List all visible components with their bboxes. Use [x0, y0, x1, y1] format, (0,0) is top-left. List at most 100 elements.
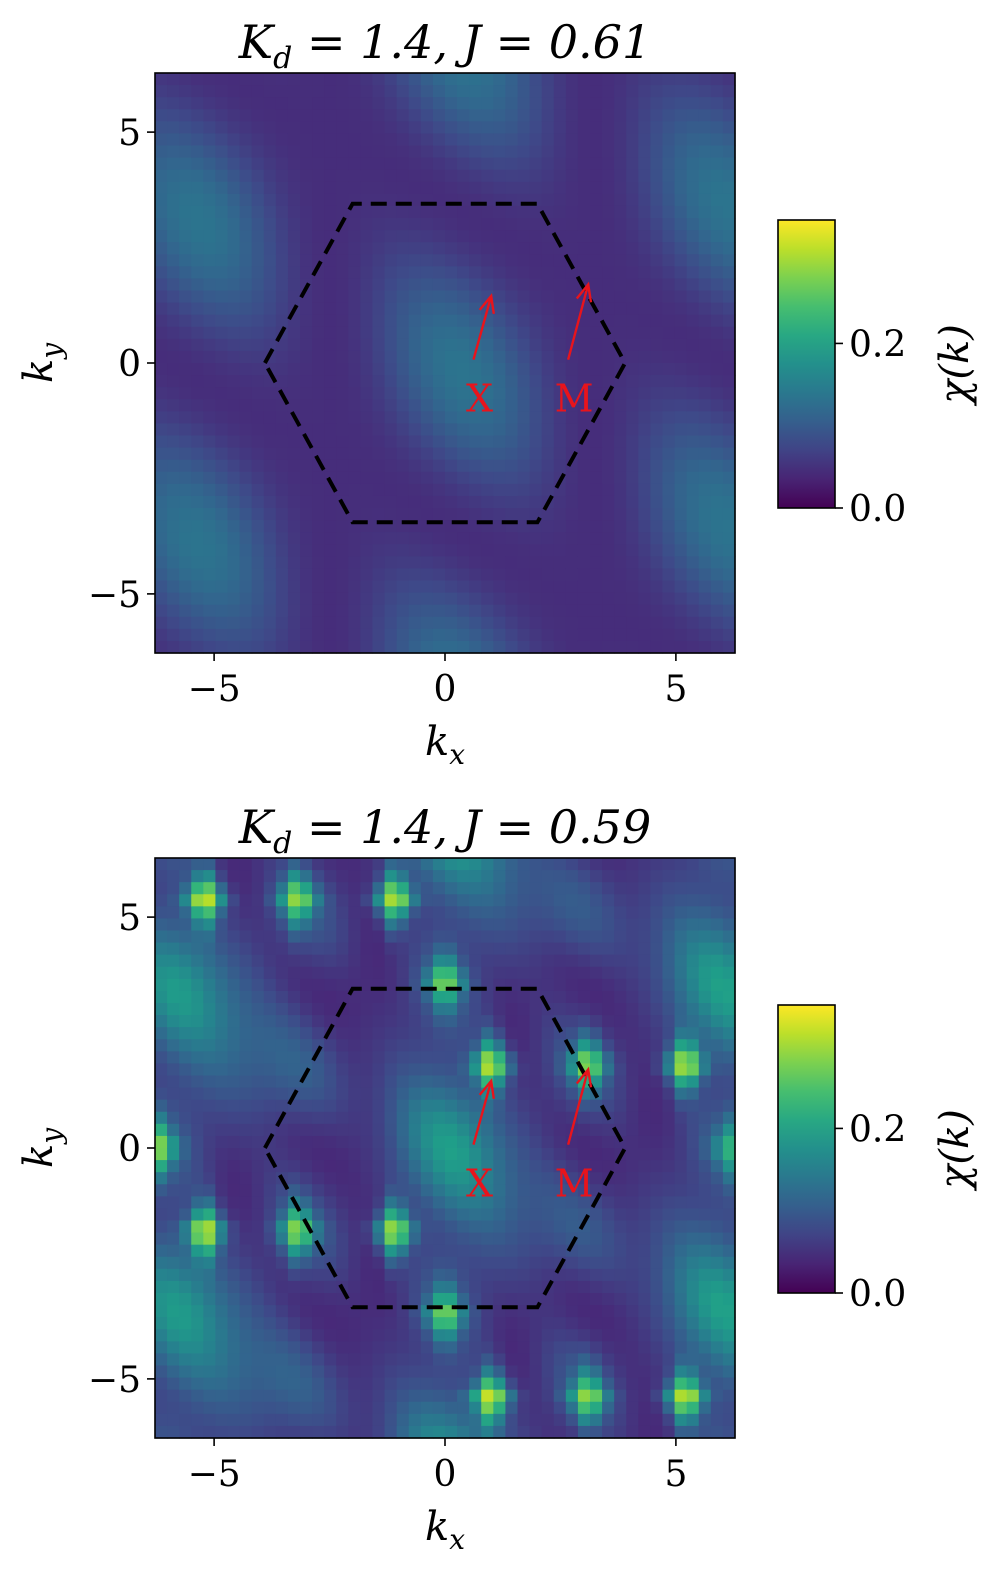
- heatmap-cell: [263, 73, 277, 86]
- heatmap-cell: [372, 85, 386, 98]
- heatmap-cell: [710, 471, 724, 485]
- heatmap-cell: [396, 1087, 410, 1101]
- heatmap-cell: [203, 1244, 217, 1258]
- heatmap-cell: [457, 1027, 470, 1040]
- heatmap-cell: [336, 157, 349, 171]
- heatmap-cell: [408, 1135, 422, 1149]
- heatmap-cell: [626, 1172, 639, 1185]
- heatmap-cell: [432, 1075, 446, 1089]
- heatmap-cell: [577, 990, 591, 1004]
- heatmap-cell: [203, 858, 217, 871]
- heatmap-cell: [722, 1160, 736, 1173]
- heatmap-cell: [445, 1111, 458, 1125]
- heatmap-cell: [372, 604, 386, 618]
- heatmap-cell: [432, 906, 446, 920]
- heatmap-cell: [408, 85, 422, 98]
- heatmap-cell: [529, 1087, 543, 1101]
- heatmap-cell: [215, 97, 229, 110]
- heatmap-cell: [577, 338, 591, 352]
- heatmap-cell: [686, 181, 700, 195]
- heatmap-cell: [553, 894, 567, 907]
- heatmap-cell: [445, 387, 458, 400]
- heatmap-cell: [155, 568, 168, 582]
- heatmap-cell: [529, 1123, 543, 1137]
- heatmap-cell: [396, 350, 410, 364]
- heatmap-cell: [553, 97, 567, 110]
- heatmap-cell: [469, 1003, 482, 1016]
- heatmap-cell: [420, 109, 434, 122]
- heatmap-cell: [167, 894, 180, 907]
- heatmap-cell: [227, 121, 241, 135]
- heatmap-cell: [239, 302, 253, 316]
- heatmap-cell: [614, 230, 627, 243]
- heatmap-cell: [155, 1389, 168, 1403]
- heatmap-cell: [602, 350, 615, 364]
- heatmap-cell: [553, 544, 567, 557]
- heatmap-cell: [239, 556, 253, 570]
- heatmap-cell: [529, 109, 543, 122]
- heatmap-cell: [384, 1003, 398, 1016]
- heatmap-cell: [275, 1425, 289, 1439]
- heatmap-cell: [650, 1268, 664, 1282]
- heatmap-cell: [650, 1123, 664, 1137]
- heatmap-cell: [432, 1389, 446, 1403]
- heatmap-cell: [469, 1220, 482, 1234]
- heatmap-cell: [662, 604, 676, 618]
- heatmap-cell: [432, 483, 446, 497]
- heatmap-cell: [529, 580, 543, 594]
- heatmap-cell: [445, 242, 458, 255]
- heatmap-cell: [686, 495, 700, 509]
- heatmap-cell: [638, 230, 652, 243]
- heatmap-cell: [517, 942, 531, 956]
- heatmap-cell: [408, 254, 422, 267]
- heatmap-cell: [517, 1293, 531, 1306]
- heatmap-cell: [336, 1317, 349, 1330]
- heatmap-cell: [263, 882, 277, 895]
- heatmap-cell: [251, 1413, 265, 1427]
- heatmap-cell: [203, 121, 217, 135]
- heatmap-cell: [565, 1389, 579, 1403]
- heatmap-cell: [155, 580, 168, 594]
- heatmap-cell: [155, 592, 168, 606]
- heatmap-cell: [312, 1148, 325, 1161]
- heatmap-cell: [445, 1353, 458, 1367]
- heatmap-cell: [686, 1389, 700, 1403]
- heatmap-cell: [300, 978, 313, 992]
- heatmap-cell: [590, 1293, 603, 1306]
- heatmap-cell: [722, 254, 736, 267]
- heatmap-cell: [300, 1425, 313, 1439]
- y-tick-label: −5: [88, 1360, 141, 1401]
- heatmap-cell: [565, 73, 579, 86]
- heatmap-cell: [517, 399, 531, 412]
- heatmap-cell: [348, 495, 362, 509]
- heatmap-cell: [445, 495, 458, 509]
- heatmap-cell: [179, 218, 192, 231]
- heatmap-cell: [638, 628, 652, 642]
- heatmap-cell: [565, 870, 579, 883]
- heatmap-cell: [360, 447, 374, 461]
- heatmap-cell: [493, 375, 507, 388]
- heatmap-cell: [215, 580, 229, 594]
- heatmap-cell: [626, 532, 639, 545]
- heatmap-cell: [432, 508, 446, 521]
- heatmap-cell: [650, 1401, 664, 1415]
- x-label-main: k: [425, 1504, 449, 1550]
- heatmap-cell: [263, 954, 277, 968]
- heatmap-cell: [614, 508, 627, 521]
- heatmap-cell: [384, 1172, 398, 1185]
- heatmap-cell: [614, 858, 627, 871]
- heatmap-cell: [565, 1305, 579, 1318]
- heatmap-cell: [155, 1401, 168, 1415]
- heatmap-cell: [662, 1305, 676, 1318]
- heatmap-cell: [336, 326, 349, 340]
- heatmap-cell: [251, 73, 265, 86]
- heatmap-cell: [698, 205, 712, 219]
- heatmap-cell: [722, 544, 736, 557]
- heatmap-cell: [481, 604, 494, 618]
- heatmap-cell: [251, 1099, 265, 1113]
- heatmap-cell: [517, 858, 531, 871]
- heatmap-cell: [602, 1401, 615, 1415]
- heatmap-cell: [167, 858, 180, 871]
- heatmap-cell: [553, 1377, 567, 1391]
- heatmap-cell: [155, 858, 168, 871]
